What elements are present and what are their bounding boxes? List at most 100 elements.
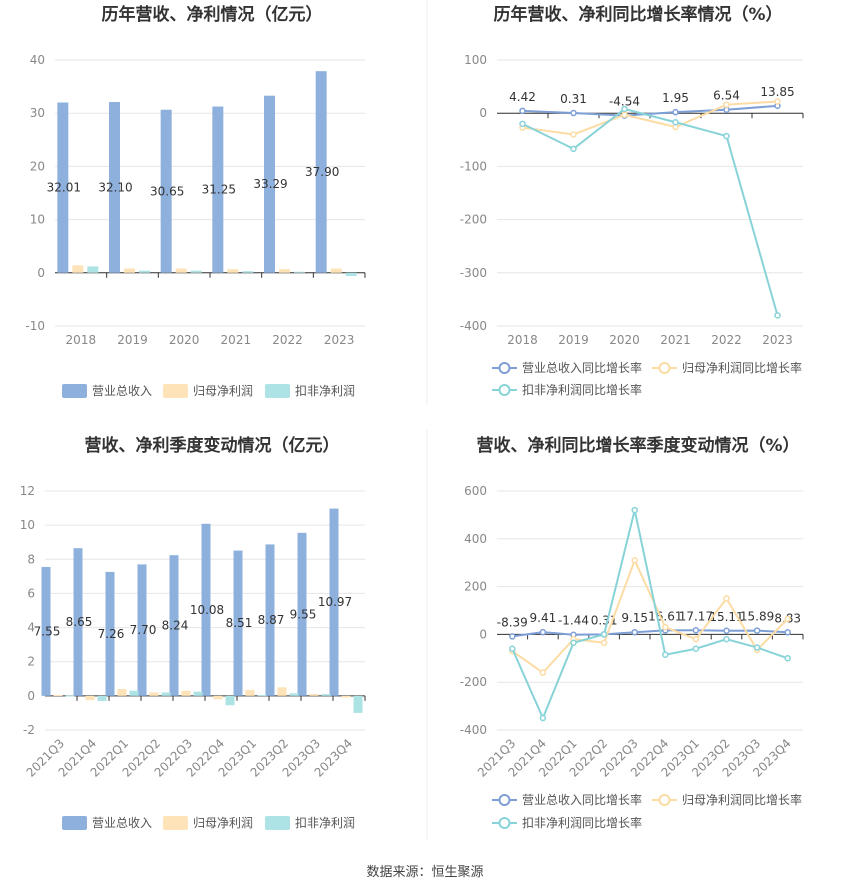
annual-line-point-parent_line [774,98,781,105]
annual-line-legend-marker-nonrec_line [498,384,511,396]
annual-line-point-revenue_line [723,106,730,113]
quarter-line-point-parent_line [723,595,730,602]
annual-line-point-revenue_line [570,109,577,117]
annual-line-x-tick-label: 2018 [507,333,538,347]
annual-bar-bar-nonrecurring_profit [345,272,357,276]
quarter-bar-legend-label: 归母净利润 [193,816,253,830]
quarter-line-point-nonrec_line [723,635,730,643]
quarter-line-point-parent_line [631,557,638,564]
annual-line-point-nonrec_line [570,145,577,153]
quarter-line-point-nonrec_line [753,644,761,651]
annual-line-y-tick-label: -400 [460,319,487,333]
annual-line-point-parent_line [570,131,577,138]
quarter-bar-bar-nonrecurring_profit [225,695,235,706]
quarter-line-line-nonrec_line [511,509,789,721]
quarter-bar-y-tick-label: 4 [27,621,35,635]
annual-bar-data-label: 33.29 [253,177,287,191]
annual-bar-bar-revenue [212,106,224,273]
annual-bar-bar-nonrecurring_profit [87,266,99,273]
annual-bar-legend-swatch-nonrecurring_profit [265,384,290,398]
quarter-line-point-nonrec_line [692,645,700,652]
quarter-bar-bar-parent_profit [245,689,255,696]
quarter-line-legend-marker-revenue_line [498,794,511,806]
annual-bar-bar-parent_profit [175,268,187,273]
quarter-bar-bar-revenue [41,566,51,696]
annual-bar-bar-revenue [160,109,172,273]
annual-bar-bar-nonrecurring_profit [190,270,202,273]
source-note: 数据来源：恒生聚源 [366,865,483,880]
quarter-bar-bar-nonrecurring_profit [161,692,171,696]
annual-bar-y-tick-label: 10 [30,213,45,227]
quarter-bar-bar-parent_profit [309,694,319,696]
annual-bar-legend-swatch-revenue [62,384,87,398]
annual-line-x-tick-label: 2023 [762,333,793,347]
quarter-line-point-revenue_line [723,627,730,635]
annual-line-data-label: 4.42 [509,90,536,104]
quarter-bar-bar-parent_profit [277,687,287,696]
annual-bar-y-tick-label: 40 [30,53,45,67]
quarter-line-point-nonrec_line [600,631,608,638]
quarter-line-point-parent_line [539,669,547,676]
quarter-line-line-parent_line [511,557,789,674]
quarter-bar-data-label: 8.87 [258,613,285,627]
quarter-bar-bar-parent_profit [85,695,95,701]
annual-line-data-label: 1.95 [662,91,689,105]
quarter-bar-legend-label: 扣非净利润 [295,816,355,830]
quarter-bar-y-tick-label: 0 [27,689,35,703]
quarter-bar-bar-parent_profit [341,695,351,698]
quarter-bar-bar-parent_profit [53,695,63,697]
quarter-bar-bar-revenue [169,555,179,696]
quarter-bar-y-tick-label: 8 [27,552,35,566]
quarter-bar-data-label: 7.55 [34,624,61,638]
annual-bar-bar-revenue [315,71,327,273]
quarter-bar-data-label: 8.65 [66,615,93,629]
annual-line-x-tick-label: 2021 [660,333,691,347]
annual-line-title: 历年营收、净利同比增长率情况（%） [493,4,782,25]
annual-line-y-tick-label: -100 [460,159,487,173]
annual-line-y-tick-label: -300 [460,266,487,280]
quarter-line-data-label: -1.44 [558,614,589,628]
annual-bar-bar-parent_profit [279,269,290,273]
annual-bar-y-tick-label: 30 [30,106,45,120]
quarter-line-point-revenue_line [784,629,791,636]
annual-bar-legend-label: 扣非净利润 [295,384,355,398]
quarter-bar-bar-nonrecurring_profit [257,695,267,697]
quarter-line-point-revenue_line [753,627,761,634]
annual-bar-data-label: 37.90 [305,165,339,179]
annual-bar-data-label: 31.25 [202,183,236,197]
quarter-line-y-tick-label: 400 [464,532,487,546]
annual-line-legend-label: 营业总收入同比增长率 [522,360,642,375]
quarter-bar-data-label: 7.70 [130,623,157,637]
quarter-bar-bar-revenue [329,508,339,696]
quarter-bar-bar-revenue [233,550,243,696]
quarter-bar-bar-nonrecurring_profit [65,695,75,697]
quarter-line-data-label: 16.61 [648,609,682,623]
annual-bar-bar-parent_profit [124,268,135,273]
annual-bar-bar-parent_profit [227,269,239,273]
annual-line-point-revenue_line [519,107,526,115]
quarter-line-data-label: 17.17 [679,609,713,623]
annual-line-point-nonrec_line [723,132,730,140]
quarter-line-data-label: 9.41 [530,611,557,625]
annual-bar-x-tick-label: 2023 [324,333,355,347]
annual-line-legend-label: 扣非净利润同比增长率 [522,382,642,397]
quarter-line-legend-label: 归母净利润同比增长率 [682,792,802,807]
annual-bar-y-tick-label: -10 [25,319,45,333]
annual-line-x-tick-label: 2020 [609,333,640,347]
annual-bar-y-tick-label: 20 [30,159,45,173]
annual-line-line-revenue_line [522,104,778,117]
quarter-bar-title: 营收、净利季度变动情况（亿元） [85,435,340,456]
quarter-line-y-tick-label: 200 [464,580,487,594]
annual-line-point-parent_line [723,101,730,108]
quarter-line-y-tick-label: 0 [479,627,487,641]
quarter-line-point-parent_line [662,623,669,631]
annual-line-point-parent_line [621,111,628,119]
quarter-bar-bar-nonrecurring_profit [289,693,299,696]
quarter-bar-bar-nonrecurring_profit [97,695,107,701]
annual-bar-legend-label: 营业总收入 [92,384,152,398]
quarter-bar-bar-parent_profit [149,692,159,696]
quarter-bar-data-label: 10.08 [190,603,224,617]
annual-bar-x-tick-label: 2019 [117,333,148,347]
annual-bar-title: 历年营收、净利情况（亿元） [102,4,323,25]
